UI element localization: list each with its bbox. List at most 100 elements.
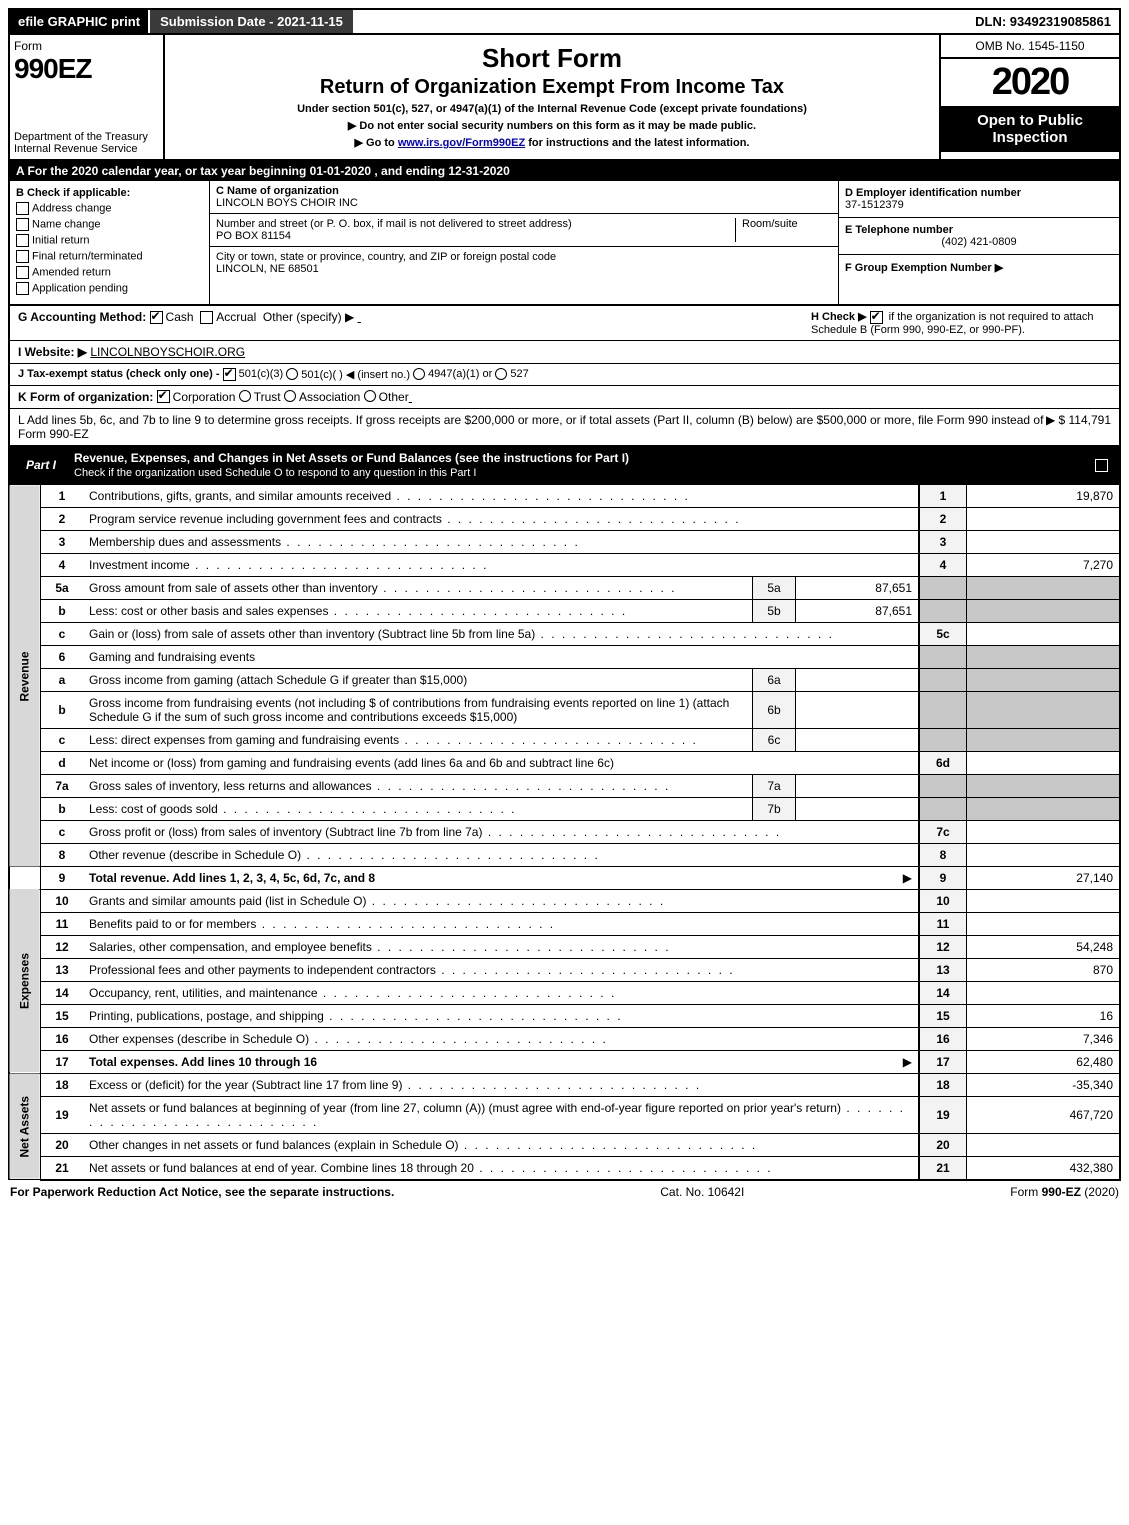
line-8-no: 8 <box>41 843 84 866</box>
line-11-no: 11 <box>41 912 84 935</box>
check-4947[interactable] <box>413 368 425 380</box>
line-h: H Check ▶ if the organization is not req… <box>811 310 1111 336</box>
check-schedule-b[interactable] <box>870 311 883 324</box>
form-of-org-label: K Form of organization: <box>18 390 153 404</box>
line-14-desc: Occupancy, rent, utilities, and maintena… <box>83 981 919 1004</box>
line-9-label: 9 <box>919 866 967 889</box>
check-cash[interactable] <box>150 311 163 324</box>
line-15-label: 15 <box>919 1004 967 1027</box>
line-6d-no: d <box>41 751 84 774</box>
line-7a-desc: Gross sales of inventory, less returns a… <box>83 774 753 797</box>
line-6b-shaded <box>919 691 967 728</box>
part-1-checkbox[interactable] <box>1095 457 1111 471</box>
line-17-desc: Total expenses. Add lines 10 through 16 … <box>83 1050 919 1073</box>
line-k: K Form of organization: Corporation Trus… <box>10 386 1119 409</box>
short-form-title: Short Form <box>175 43 929 74</box>
line-5a-no: 5a <box>41 576 84 599</box>
line-12-desc: Salaries, other compensation, and employ… <box>83 935 919 958</box>
line-5a-desc: Gross amount from sale of assets other t… <box>83 576 753 599</box>
line-4-value: 7,270 <box>967 553 1121 576</box>
line-6c-subvalue <box>796 728 920 751</box>
line-17-no: 17 <box>41 1050 84 1073</box>
line-10-value <box>967 889 1121 912</box>
header-left: Form 990EZ Department of the Treasury In… <box>10 35 165 159</box>
line-9-value: 27,140 <box>967 866 1121 889</box>
line-7a-sublabel: 7a <box>753 774 796 797</box>
box-def: D Employer identification number 37-1512… <box>839 181 1119 304</box>
check-501c3[interactable] <box>223 368 236 381</box>
other-specify-label: Other (specify) ▶ <box>263 310 354 324</box>
check-final-return[interactable]: Final return/terminated <box>16 250 203 263</box>
line-i: I Website: ▶ LINCOLNBOYSCHOIR.ORG <box>10 341 1119 364</box>
line-1-desc: Contributions, gifts, grants, and simila… <box>83 485 919 508</box>
line-21-desc: Net assets or fund balances at end of ye… <box>83 1156 919 1180</box>
line-3-desc: Membership dues and assessments <box>83 530 919 553</box>
line-h-label: H Check ▶ <box>811 311 867 323</box>
line-5c-label: 5c <box>919 622 967 645</box>
check-application-pending[interactable]: Application pending <box>16 282 203 295</box>
opt-other: Other <box>379 390 409 404</box>
line-20-label: 20 <box>919 1133 967 1156</box>
check-trust[interactable] <box>239 390 251 402</box>
line-6c-sublabel: 6c <box>753 728 796 751</box>
check-address-change[interactable]: Address change <box>16 202 203 215</box>
footer: For Paperwork Reduction Act Notice, see … <box>8 1181 1121 1199</box>
submission-date: Submission Date - 2021-11-15 <box>148 10 353 33</box>
note2-pre: ▶ Go to <box>355 137 398 149</box>
check-501c[interactable] <box>286 368 298 380</box>
line-6a-desc: Gross income from gaming (attach Schedul… <box>83 668 753 691</box>
check-initial-return[interactable]: Initial return <box>16 234 203 247</box>
street-label: Number and street (or P. O. box, if mail… <box>216 218 572 230</box>
line-6-desc: Gaming and fundraising events <box>83 645 919 668</box>
line-4-label: 4 <box>919 553 967 576</box>
check-accrual[interactable] <box>200 311 213 324</box>
line-7a-shaded-val <box>967 774 1121 797</box>
org-info-grid: B Check if applicable: Address change Na… <box>8 181 1121 306</box>
line-17-value: 62,480 <box>967 1050 1121 1073</box>
line-7b-subvalue <box>796 797 920 820</box>
check-amended-return[interactable]: Amended return <box>16 266 203 279</box>
line-12-label: 12 <box>919 935 967 958</box>
ein-label: D Employer identification number <box>845 187 1113 199</box>
check-other-org[interactable] <box>364 390 376 402</box>
line-l-text: L Add lines 5b, 6c, and 7b to line 9 to … <box>18 413 1046 441</box>
line-3-value <box>967 530 1121 553</box>
line-6a-subvalue <box>796 668 920 691</box>
line-5a-shaded-val <box>967 576 1121 599</box>
dln-number: DLN: 93492319085861 <box>967 10 1119 33</box>
line-8-value <box>967 843 1121 866</box>
line-6c-shaded-val <box>967 728 1121 751</box>
opt-501c: 501(c)( ) ◀ (insert no.) <box>301 368 410 381</box>
line-10-desc: Grants and similar amounts paid (list in… <box>83 889 919 912</box>
check-527[interactable] <box>495 368 507 380</box>
website-label: I Website: ▶ <box>18 345 87 359</box>
line-l: L Add lines 5b, 6c, and 7b to line 9 to … <box>10 409 1119 445</box>
line-6b-sublabel: 6b <box>753 691 796 728</box>
revenue-spacer <box>9 866 41 889</box>
form-number: 990EZ <box>14 53 159 85</box>
efile-print-label[interactable]: efile GRAPHIC print <box>10 10 148 33</box>
check-name-change[interactable]: Name change <box>16 218 203 231</box>
line-13-no: 13 <box>41 958 84 981</box>
line-13-value: 870 <box>967 958 1121 981</box>
line-5b-no: b <box>41 599 84 622</box>
header-right: OMB No. 1545-1150 2020 Open to Public In… <box>939 35 1119 159</box>
line-15-no: 15 <box>41 1004 84 1027</box>
line-2-label: 2 <box>919 507 967 530</box>
line-1-no: 1 <box>41 485 84 508</box>
irs-link[interactable]: www.irs.gov/Form990EZ <box>398 137 525 149</box>
line-6-no: 6 <box>41 645 84 668</box>
tax-year: 2020 <box>941 59 1119 106</box>
tax-period-row: A For the 2020 calendar year, or tax yea… <box>8 161 1121 181</box>
line-5b-subvalue: 87,651 <box>796 599 920 622</box>
line-19-no: 19 <box>41 1096 84 1133</box>
org-name-label: C Name of organization <box>216 185 339 197</box>
line-5c-no: c <box>41 622 84 645</box>
opt-4947: 4947(a)(1) or <box>428 368 492 381</box>
cash-label: Cash <box>166 310 194 324</box>
check-association[interactable] <box>284 390 296 402</box>
line-3-no: 3 <box>41 530 84 553</box>
check-corporation[interactable] <box>157 390 170 403</box>
opt-corporation: Corporation <box>173 390 236 404</box>
website-value[interactable]: LINCOLNBOYSCHOIR.ORG <box>90 345 245 359</box>
